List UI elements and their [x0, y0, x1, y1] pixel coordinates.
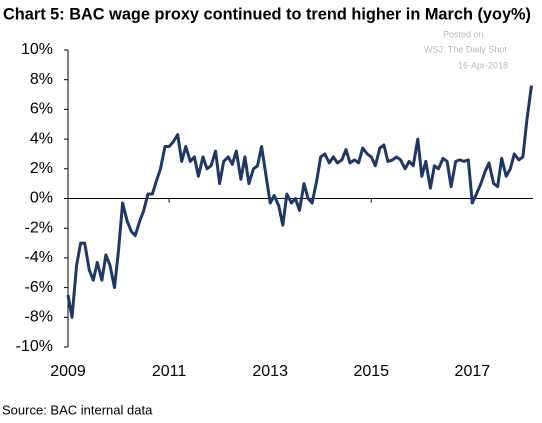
y-tick-label: -6%: [25, 279, 53, 296]
y-tick-label: -10%: [16, 338, 53, 355]
y-tick-label: -2%: [25, 219, 53, 236]
y-tick-label: -4%: [25, 249, 53, 266]
y-tick-label: 10%: [21, 41, 53, 58]
x-tick-label: 2015: [353, 363, 389, 380]
annotation: Posted on: [443, 29, 484, 39]
y-tick-label: 6%: [30, 101, 53, 118]
y-tick-label: 0%: [30, 190, 53, 207]
data-line: [66, 85, 533, 319]
annotation: 16-Apr-2018: [458, 60, 508, 70]
source: Source: BAC internal data: [2, 402, 153, 417]
y-tick-label: -8%: [25, 309, 53, 326]
chart-title: Chart 5: BAC wage proxy continued to tre…: [3, 4, 531, 23]
x-tick-label: 2011: [152, 363, 187, 380]
y-tick-label: 2%: [30, 160, 53, 177]
x-tick-label: 2009: [50, 363, 86, 380]
annotation: WSJ: The Daily Shot: [424, 44, 507, 54]
x-tick-label: 2017: [455, 363, 491, 380]
y-tick-label: 8%: [30, 71, 53, 88]
y-tick-label: 4%: [30, 130, 53, 147]
x-tick-label: 2013: [252, 363, 288, 380]
